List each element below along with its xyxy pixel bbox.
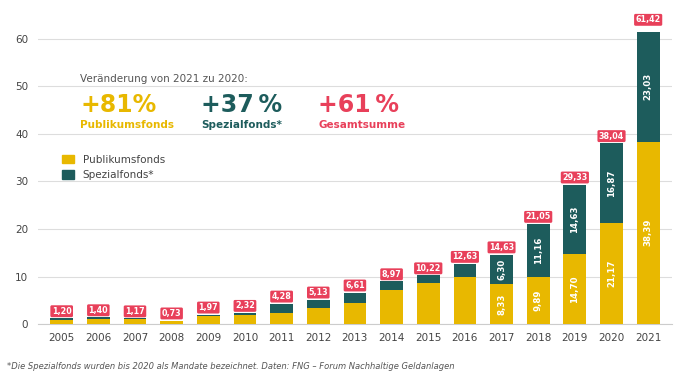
Text: 14,70: 14,70	[570, 275, 579, 303]
Text: 4,28: 4,28	[271, 292, 291, 301]
Text: 23,03: 23,03	[644, 73, 653, 100]
Bar	[87, 317, 110, 319]
Bar	[87, 319, 110, 324]
Text: 14,63: 14,63	[570, 206, 579, 233]
Text: Publikumsfonds: Publikumsfonds	[80, 120, 174, 130]
Bar	[637, 142, 660, 324]
Text: +61 %: +61 %	[318, 93, 399, 117]
Text: 38,39: 38,39	[644, 219, 653, 247]
Text: +37 %: +37 %	[201, 93, 282, 117]
Bar	[417, 276, 440, 283]
Text: 1,20: 1,20	[52, 307, 71, 316]
Bar	[160, 321, 183, 324]
Bar	[491, 254, 513, 285]
Bar	[380, 281, 403, 290]
Text: 8,97: 8,97	[382, 270, 401, 279]
Text: 9,89: 9,89	[534, 290, 543, 311]
Bar	[307, 308, 330, 324]
Bar	[563, 254, 586, 324]
Text: 21,17: 21,17	[607, 260, 616, 288]
Bar	[344, 293, 366, 303]
Text: 21,05: 21,05	[526, 212, 551, 221]
Text: *Die Spezialfonds wurden bis 2020 als Mandate bezeichnet. Daten: FNG – Forum Nac: *Die Spezialfonds wurden bis 2020 als Ma…	[7, 362, 454, 371]
Bar	[50, 320, 73, 324]
Bar	[270, 313, 293, 324]
Bar	[453, 264, 476, 276]
Bar	[600, 223, 623, 324]
Bar	[307, 300, 330, 308]
Bar	[197, 316, 220, 324]
Bar	[50, 318, 73, 320]
Bar	[453, 276, 476, 324]
Bar	[527, 224, 550, 277]
Text: Spezialfonds*: Spezialfonds*	[201, 120, 282, 130]
Text: 14,63: 14,63	[489, 243, 514, 252]
Bar	[344, 303, 366, 324]
Text: 10,22: 10,22	[416, 264, 441, 273]
Text: 12,63: 12,63	[452, 253, 477, 261]
Bar	[234, 315, 256, 324]
Bar	[270, 304, 293, 313]
Bar	[491, 285, 513, 324]
Text: 1,17: 1,17	[125, 307, 145, 316]
Text: 29,33: 29,33	[562, 173, 587, 182]
Text: 11,16: 11,16	[534, 237, 543, 264]
Text: Gesamtsumme: Gesamtsumme	[318, 120, 405, 130]
Bar	[637, 32, 660, 142]
Bar	[197, 315, 220, 316]
Bar	[380, 290, 403, 324]
Bar	[527, 277, 550, 324]
Text: 1,40: 1,40	[89, 306, 108, 315]
Legend: Publikumsfonds, Spezialfonds*: Publikumsfonds, Spezialfonds*	[62, 155, 165, 180]
Text: 16,87: 16,87	[607, 170, 616, 197]
Text: +81%: +81%	[80, 93, 156, 117]
Bar	[563, 185, 586, 254]
Text: 5,13: 5,13	[308, 288, 328, 297]
Text: 6,30: 6,30	[497, 259, 506, 280]
Bar	[124, 319, 146, 324]
Bar	[417, 283, 440, 324]
Text: 2,32: 2,32	[235, 301, 255, 310]
Bar	[160, 320, 183, 321]
Bar	[234, 313, 256, 315]
Bar	[600, 143, 623, 223]
Text: 0,73: 0,73	[162, 309, 181, 318]
Text: 61,42: 61,42	[635, 15, 661, 24]
Text: 38,04: 38,04	[599, 132, 624, 141]
Text: 1,97: 1,97	[199, 303, 218, 312]
Text: 6,61: 6,61	[345, 281, 365, 290]
Text: Veränderung von 2021 zu 2020:: Veränderung von 2021 zu 2020:	[80, 74, 248, 84]
Text: 8,33: 8,33	[497, 294, 506, 315]
